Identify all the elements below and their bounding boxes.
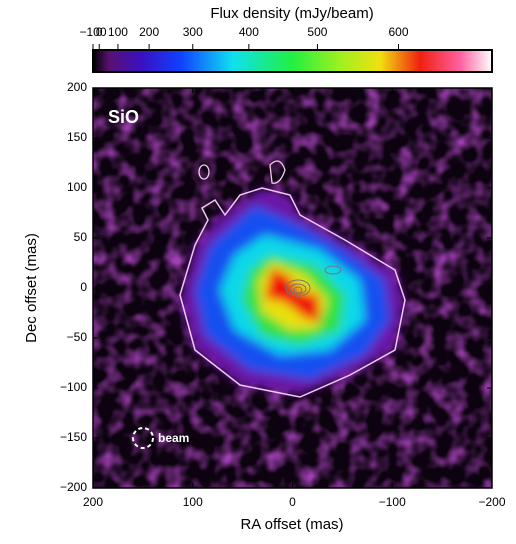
contour <box>179 187 406 398</box>
overlay-contours <box>285 265 342 297</box>
colorbar-tick-label: 100 <box>108 25 128 39</box>
colorbar <box>92 49 493 73</box>
contour <box>269 160 286 184</box>
colorbar-tick-label: 600 <box>388 25 408 39</box>
x-tick-label: 100 <box>183 495 203 509</box>
y-tick-label: −50 <box>67 330 88 344</box>
y-tick-label: 200 <box>67 80 87 94</box>
y-tick-label: 150 <box>67 130 87 144</box>
y-tick-label: −200 <box>60 480 87 494</box>
colorbar-label: Flux density (mJy/beam) <box>210 5 373 22</box>
colorbar-tick-label: 500 <box>307 25 327 39</box>
colorbar-tick-label: −100 <box>79 25 106 39</box>
colorbar-tick-label: 0 <box>96 25 103 39</box>
colorbar-tick-label: 300 <box>183 25 203 39</box>
y-tick-label: 0 <box>80 280 87 294</box>
y-tick-label: −100 <box>60 380 87 394</box>
y-tick-label: 50 <box>74 230 88 244</box>
annotation: beam <box>158 431 189 445</box>
y-tick-label: −150 <box>60 430 87 444</box>
x-tick-label: 200 <box>83 495 103 509</box>
image <box>93 88 492 488</box>
contour <box>198 164 210 180</box>
colorbar-tick-label: 200 <box>139 25 159 39</box>
x-tick-label: −200 <box>478 495 505 509</box>
annotation: SiO <box>108 107 139 127</box>
y-tick-label: 100 <box>67 180 87 194</box>
x-tick-label: −100 <box>379 495 406 509</box>
x-tick-label: 0 <box>289 495 296 509</box>
x-axis-label: RA offset (mas) <box>240 516 343 533</box>
beam <box>132 427 154 449</box>
colorbar-tick-label: 400 <box>239 25 259 39</box>
y-axis-label: Dec offset (mas) <box>23 233 40 343</box>
